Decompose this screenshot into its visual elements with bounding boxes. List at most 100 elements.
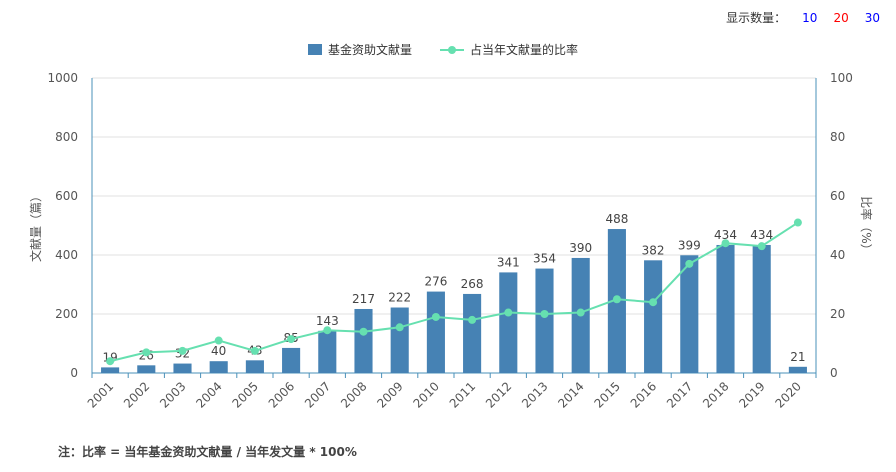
y-left-tick-label: 400 bbox=[55, 248, 78, 262]
bar bbox=[282, 347, 301, 373]
ratio-point bbox=[576, 308, 585, 317]
ratio-line bbox=[109, 221, 799, 363]
legend-bar-swatch[interactable] bbox=[308, 44, 322, 55]
x-tick-label: 2005 bbox=[230, 379, 261, 410]
bar-series bbox=[101, 229, 807, 373]
bar-data-label: 354 bbox=[533, 252, 556, 266]
bar bbox=[644, 260, 663, 373]
bar-data-label: 399 bbox=[678, 238, 701, 252]
ratio-point bbox=[359, 327, 368, 336]
x-tick-label: 2011 bbox=[447, 379, 478, 410]
bar bbox=[680, 255, 699, 373]
bar-data-label: 276 bbox=[424, 275, 447, 289]
ratio-point bbox=[287, 335, 296, 344]
y-left-tick-label: 600 bbox=[55, 189, 78, 203]
x-tick-label: 2016 bbox=[628, 379, 659, 410]
ratio-point bbox=[793, 218, 802, 227]
bar bbox=[535, 268, 554, 373]
bar-data-label: 222 bbox=[388, 291, 411, 305]
y-right-axis-title: 比率（%） bbox=[859, 196, 874, 255]
bar bbox=[463, 293, 482, 373]
x-tick-label: 2012 bbox=[483, 379, 514, 410]
x-tick-label: 2002 bbox=[121, 379, 152, 410]
bar bbox=[426, 291, 445, 373]
bar bbox=[390, 307, 409, 373]
bar bbox=[173, 363, 192, 373]
x-tick-label: 2001 bbox=[85, 379, 116, 410]
bar bbox=[752, 244, 771, 373]
bar-data-label: 21 bbox=[790, 350, 805, 364]
y-right-tick-label: 80 bbox=[830, 130, 845, 144]
bar bbox=[101, 367, 120, 373]
x-tick-label: 2008 bbox=[338, 379, 369, 410]
ratio-point bbox=[395, 323, 404, 332]
bar-data-label: 268 bbox=[461, 277, 484, 291]
ratio-point bbox=[685, 259, 694, 268]
x-tick-label: 2014 bbox=[555, 379, 586, 410]
x-tick-label: 2020 bbox=[773, 379, 804, 410]
ratio-point bbox=[431, 312, 440, 321]
gridlines bbox=[92, 77, 816, 315]
bar-data-label: 341 bbox=[497, 255, 520, 269]
x-tick-label: 2010 bbox=[411, 379, 442, 410]
legend-line-marker bbox=[448, 46, 456, 54]
x-tick-labels: 2001 2002 2003 2004 2005 2006 2007 2008 2009 2010… bbox=[85, 379, 804, 410]
x-tick-label: 2015 bbox=[592, 379, 623, 410]
legend-bar-label[interactable]: 基金资助文献量 bbox=[328, 42, 412, 57]
y-right-tick-label: 100 bbox=[830, 71, 853, 85]
display-count-option-30[interactable]: 30 bbox=[864, 11, 880, 25]
bar bbox=[318, 330, 337, 373]
y-left-tick-label: 200 bbox=[55, 307, 78, 321]
ratio-point bbox=[214, 336, 223, 345]
y-left-axis-title: 文献量（篇） bbox=[28, 190, 43, 262]
ratio-point bbox=[649, 298, 658, 307]
bar bbox=[245, 360, 264, 373]
y-right-tick-label: 0 bbox=[830, 366, 838, 380]
bar bbox=[137, 365, 156, 373]
bar-data-label: 40 bbox=[211, 344, 226, 358]
ratio-point bbox=[721, 239, 730, 248]
ratio-point bbox=[178, 346, 187, 355]
x-tick-label: 2019 bbox=[736, 379, 767, 410]
x-tick-label: 2013 bbox=[519, 379, 550, 410]
x-tick-label: 2007 bbox=[302, 379, 333, 410]
bar bbox=[209, 361, 228, 373]
y-left-tick-label: 800 bbox=[55, 130, 78, 144]
ratio-point bbox=[142, 348, 151, 357]
x-tick-label: 2004 bbox=[193, 379, 224, 410]
x-tick-label: 2017 bbox=[664, 379, 695, 410]
y-right-tick-label: 20 bbox=[830, 307, 845, 321]
ratio-point bbox=[468, 315, 477, 324]
display-count-bar: 显示数量： 10 20 30 bbox=[726, 9, 880, 26]
bar-data-label: 217 bbox=[352, 292, 375, 306]
display-count-option-10[interactable]: 10 bbox=[802, 11, 818, 25]
bar-data-label: 434 bbox=[714, 228, 737, 242]
legend: 基金资助文献量 占当年文献量的比率 bbox=[308, 42, 578, 57]
axes bbox=[91, 78, 817, 378]
y-right-tick-label: 60 bbox=[830, 189, 845, 203]
bar-data-label: 488 bbox=[605, 212, 628, 226]
bar bbox=[788, 366, 807, 373]
ratio-point bbox=[540, 310, 549, 318]
display-count-option-20[interactable]: 20 bbox=[833, 11, 849, 25]
ratio-line-series bbox=[106, 218, 802, 366]
bar-data-label: 434 bbox=[750, 228, 773, 242]
ratio-point bbox=[250, 346, 259, 355]
ratio-point bbox=[757, 242, 766, 251]
ratio-point bbox=[323, 326, 332, 335]
bar bbox=[354, 308, 373, 373]
chart: 基金资助文献量 占当年文献量的比率 1926324043851432172222… bbox=[28, 42, 874, 411]
bar bbox=[499, 272, 518, 373]
legend-line-label[interactable]: 占当年文献量的比率 bbox=[470, 42, 578, 57]
y-left-tick-label: 0 bbox=[70, 366, 78, 380]
bar-data-label: 143 bbox=[316, 314, 339, 328]
y-left-tick-label: 1000 bbox=[47, 71, 78, 85]
bar-data-labels: 1926324043851432172222762683413543904883… bbox=[102, 212, 805, 364]
y-left-tick-labels: 0 200 400 600 800 1000 bbox=[47, 71, 78, 380]
ratio-point bbox=[106, 357, 115, 366]
ratio-point bbox=[612, 295, 621, 304]
footnote: 注：比率 = 当年基金资助文献量 / 当年发文量 * 100% bbox=[58, 445, 357, 459]
x-tick-label: 2006 bbox=[266, 379, 297, 410]
bar bbox=[716, 244, 735, 373]
x-tick-label: 2003 bbox=[157, 379, 188, 410]
